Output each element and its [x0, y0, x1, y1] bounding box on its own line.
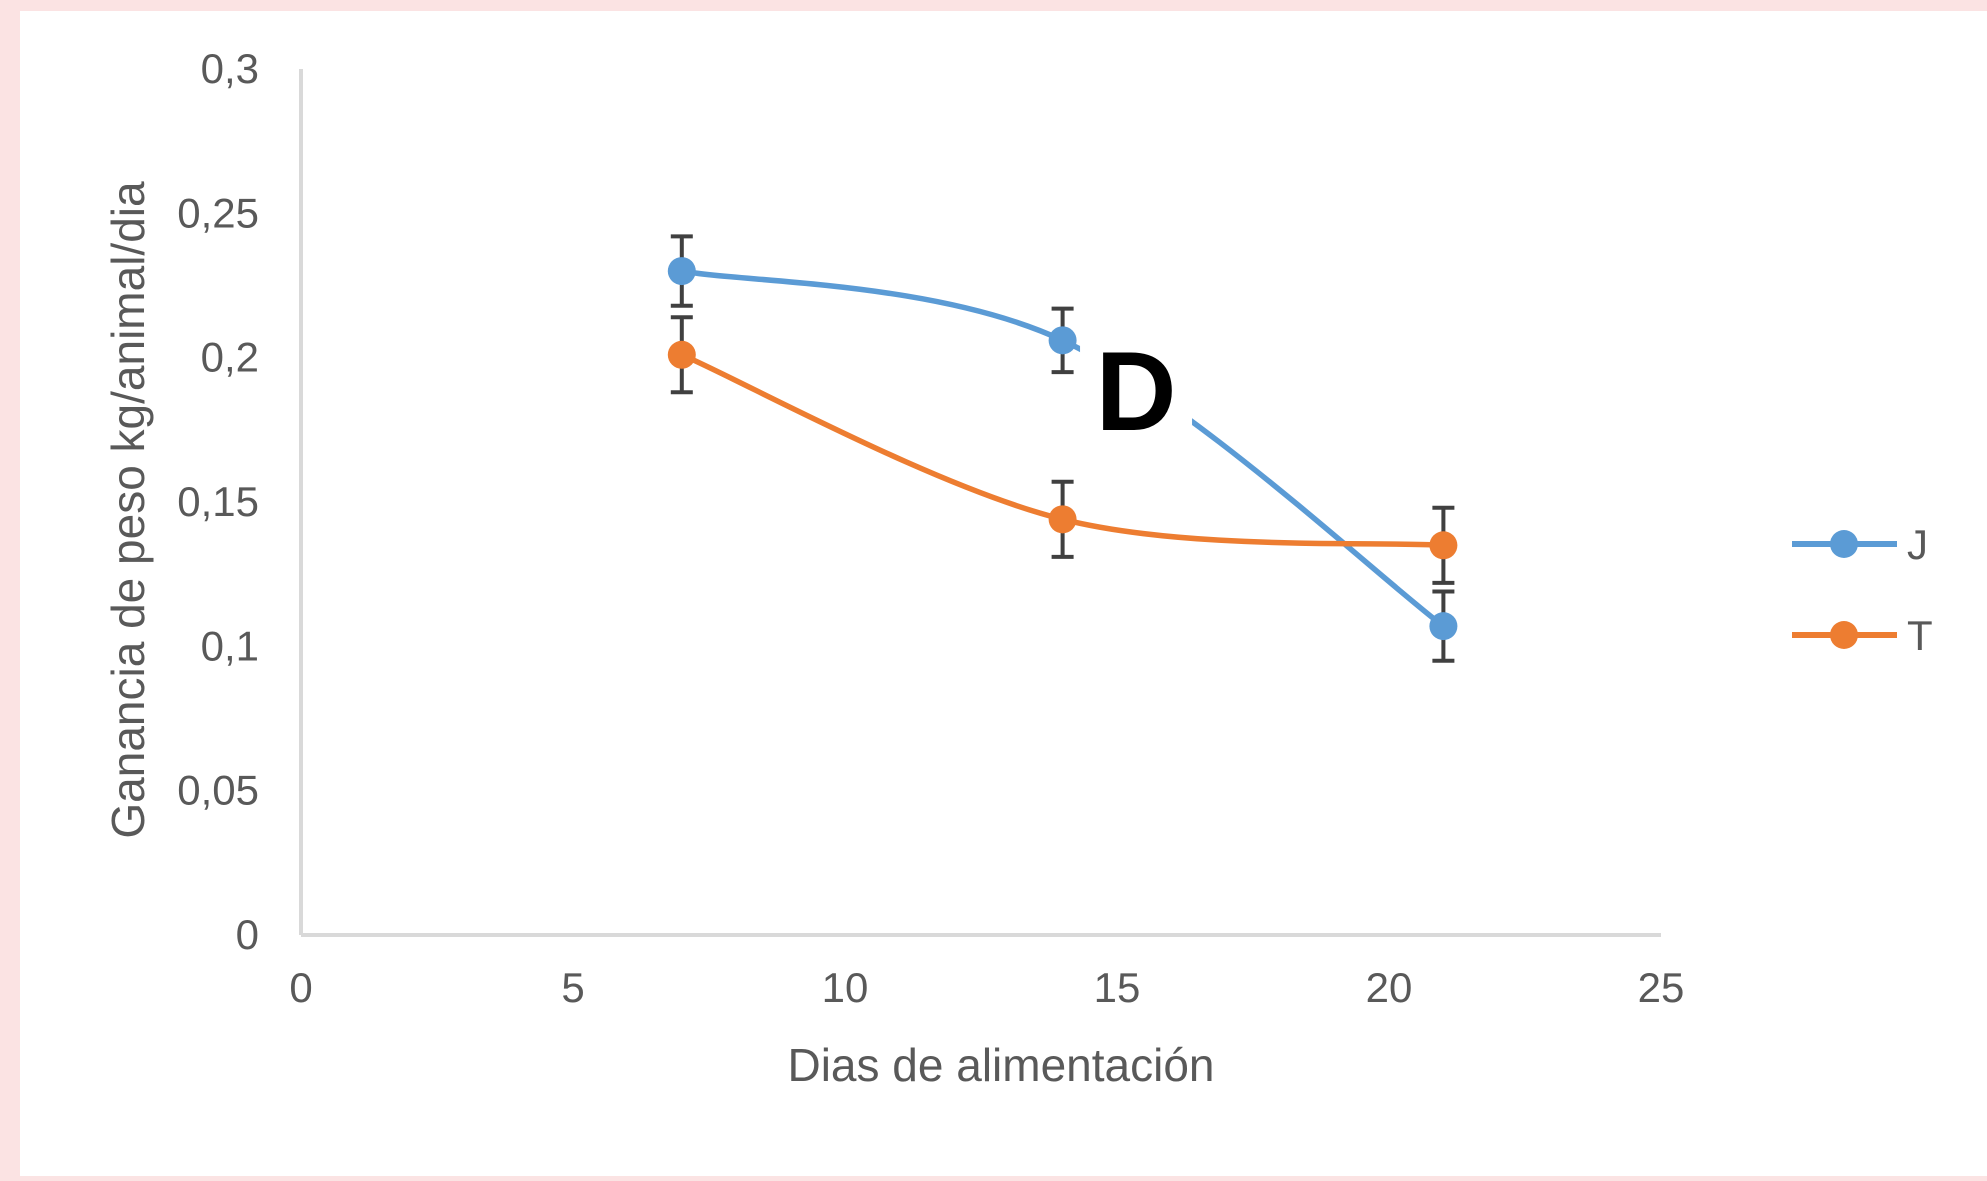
y-tick-label: 0,05	[177, 767, 259, 814]
panel-label-background	[1080, 323, 1193, 442]
x-tick-label: 5	[561, 964, 584, 1011]
legend-label: J	[1907, 521, 1928, 568]
legend-item-t: T	[1792, 612, 1933, 659]
y-tick-label: 0,15	[177, 478, 259, 525]
legend: JT	[1792, 521, 1933, 659]
legend-item-j: J	[1792, 521, 1928, 568]
data-point	[1048, 326, 1077, 355]
data-point	[1429, 531, 1458, 560]
y-tick-label: 0,25	[177, 189, 259, 236]
x-tick-label: 20	[1366, 964, 1413, 1011]
y-tick-label: 0	[236, 911, 259, 958]
legend-marker	[1830, 530, 1858, 558]
data-point	[667, 340, 696, 369]
panel-label: D	[1096, 329, 1177, 454]
x-tick-label: 10	[822, 964, 869, 1011]
data-point	[1429, 612, 1458, 641]
data-point	[1048, 505, 1077, 534]
y-tick-label: 0,1	[201, 622, 259, 669]
y-tick-label: 0,3	[201, 45, 259, 92]
legend-label: T	[1907, 612, 1933, 659]
series-t	[667, 315, 1458, 585]
y-axis-title: Ganancia de peso kg/animal/dia	[102, 181, 154, 839]
line-chart: 0 5 10 15 20 25 0 0,05 0,1 0,15 0,2 0,25 0,3 JT Dia…	[102, 45, 1933, 1091]
x-axis-title: Dias de alimentación	[787, 1039, 1214, 1091]
series-j	[667, 234, 1458, 663]
x-tick-label: 15	[1094, 964, 1141, 1011]
series-layer	[667, 234, 1458, 663]
legend-marker	[1830, 621, 1858, 649]
y-tick-label: 0,2	[201, 334, 259, 381]
data-point	[667, 257, 696, 286]
y-tick-labels: 0 0,05 0,1 0,15 0,2 0,25 0,3	[177, 45, 259, 958]
x-tick-label: 25	[1638, 964, 1685, 1011]
x-tick-label: 0	[289, 964, 312, 1011]
x-tick-labels: 0 5 10 15 20 25	[289, 964, 1684, 1011]
